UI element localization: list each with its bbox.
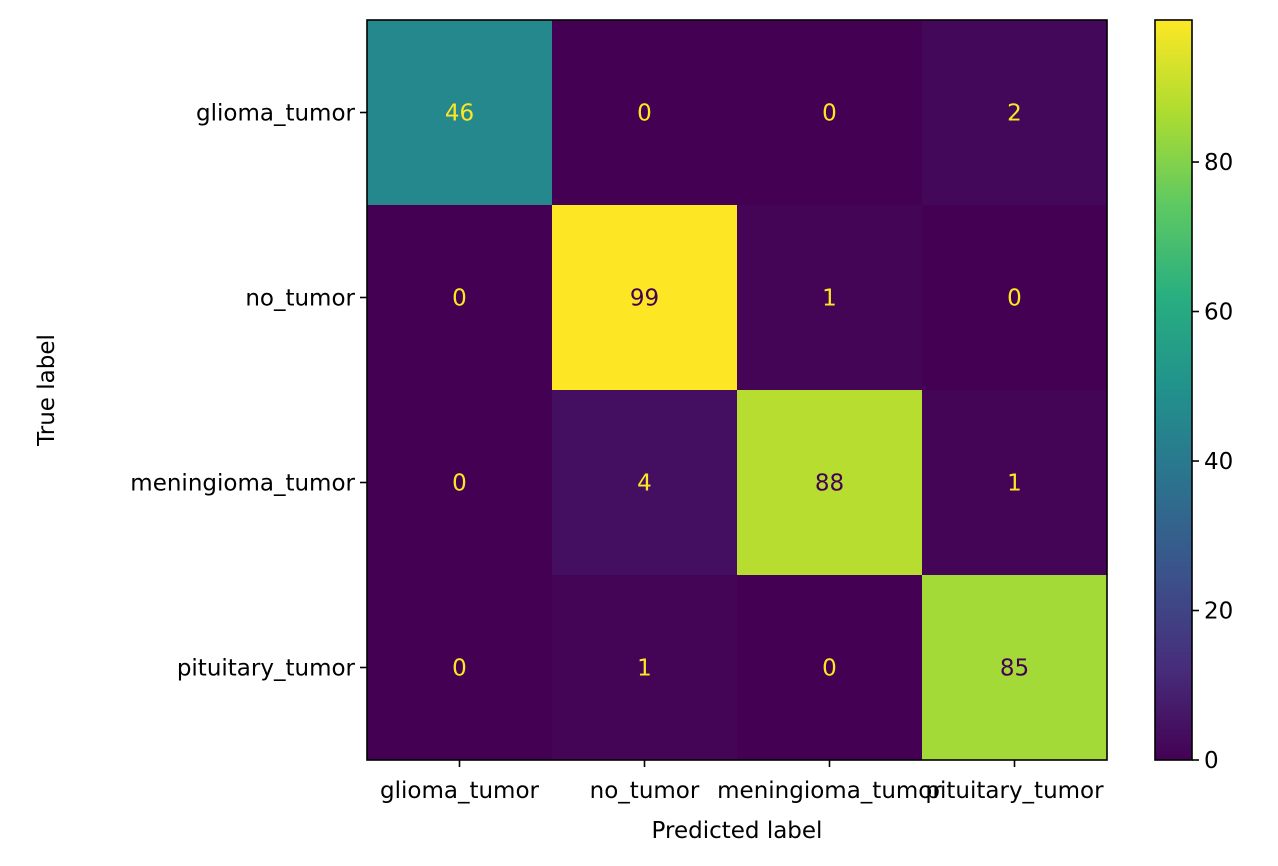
x-tick-label: meningioma_tumor [717, 778, 942, 804]
matrix-cell [552, 390, 738, 576]
x-tick-label: pituitary_tumor [925, 778, 1104, 804]
cell-value-label: 0 [822, 656, 837, 682]
cell-value-label: 0 [1007, 286, 1022, 312]
colorbar [1155, 20, 1192, 760]
matrix-cells: 46 0 0 2 0 99 1 0 0 4 88 1 0 1 0 85 [367, 20, 1108, 761]
cell-value-label: 0 [452, 471, 467, 497]
x-tick-label: no_tumor [590, 778, 700, 804]
y-tick-label: pituitary_tumor [177, 656, 356, 682]
cell-value-label: 1 [1007, 471, 1022, 497]
matrix-cell [367, 20, 553, 206]
matrix-cell [737, 575, 923, 761]
x-axis-label: Predicted label [652, 818, 823, 844]
matrix-cell [922, 575, 1108, 761]
cell-value-label: 0 [637, 101, 652, 127]
matrix-cell [737, 20, 923, 206]
cell-value-label: 2 [1007, 101, 1022, 127]
cell-value-label: 4 [637, 471, 652, 497]
matrix-cell [552, 20, 738, 206]
colorbar-tick-label: 20 [1204, 599, 1233, 625]
y-tick-label: glioma_tumor [196, 101, 356, 127]
matrix-cell [922, 390, 1108, 576]
colorbar-frame [1154, 19, 1193, 761]
y-axis-label: True label [34, 334, 60, 447]
y-tick-label: meningioma_tumor [130, 471, 355, 497]
cell-value-label: 88 [815, 471, 844, 497]
colorbar-tick-label: 60 [1204, 300, 1233, 326]
cell-value-label: 46 [445, 101, 474, 127]
colorbar-tick-label: 80 [1204, 150, 1233, 176]
cell-value-label: 0 [452, 286, 467, 312]
cell-value-label: 99 [630, 286, 659, 312]
matrix-cell [552, 205, 738, 391]
axis-ticks: glioma_tumorno_tumormeningioma_tumorpitu… [130, 101, 1104, 805]
colorbar-tick-label: 40 [1204, 449, 1233, 475]
cell-value-label: 1 [637, 656, 652, 682]
matrix-cell [367, 205, 553, 391]
matrix-cell [367, 390, 553, 576]
matrix-cell [922, 205, 1108, 391]
matrix-cell [737, 205, 923, 391]
cell-value-label: 0 [452, 656, 467, 682]
matrix-cell [552, 575, 738, 761]
matrix-cell [922, 20, 1108, 206]
matrix-cell [367, 575, 553, 761]
cell-value-label: 0 [822, 101, 837, 127]
plot-frame [366, 19, 1108, 761]
colorbar-tick-label: 0 [1204, 748, 1219, 774]
matrix-cell [737, 390, 923, 576]
y-tick-label: no_tumor [245, 286, 355, 312]
cell-value-label: 85 [1000, 656, 1029, 682]
colorbar-ticks: 0 20 40 60 80 [1192, 150, 1233, 774]
x-tick-label: glioma_tumor [380, 778, 540, 804]
cell-value-label: 1 [822, 286, 837, 312]
